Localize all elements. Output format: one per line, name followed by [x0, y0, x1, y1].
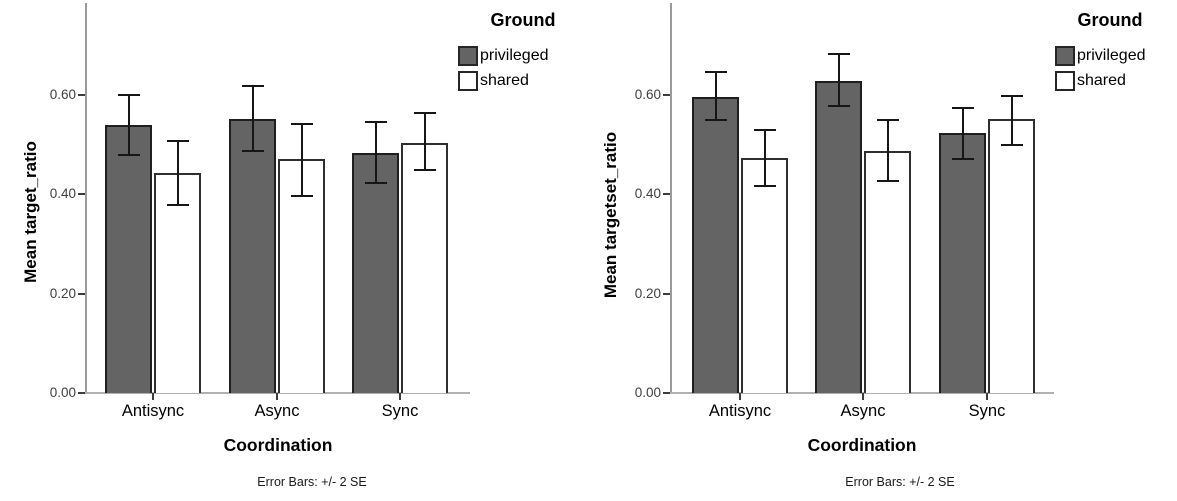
left-y-tick — [78, 94, 85, 96]
error-bar-privileged-async — [827, 52, 850, 108]
left-legend-swatch-shared — [458, 71, 478, 91]
right-legend-label-shared: shared — [1077, 72, 1126, 89]
right-y-tick-label: 0.40 — [634, 186, 661, 201]
left-x-tick — [152, 393, 154, 400]
left-footnote: Error Bars: +/- 2 SE — [257, 475, 367, 489]
left-y-tick-label: 0.60 — [49, 87, 76, 102]
right-x-tick — [986, 393, 988, 400]
error-bar-cap — [290, 194, 313, 197]
right-y-tick-label: 0.00 — [634, 385, 661, 400]
right-y-tick — [663, 193, 670, 195]
left-x-tick — [276, 393, 278, 400]
error-bar-stem — [961, 106, 964, 160]
error-bar-cap — [241, 150, 264, 153]
error-bar-cap — [364, 182, 387, 185]
left-category-label-sync: Sync — [381, 402, 419, 420]
right-x-tick — [862, 393, 864, 400]
left-legend-title: Ground — [490, 10, 556, 30]
error-bar-cap — [413, 168, 436, 171]
right-y-tick — [663, 392, 670, 394]
right-y-tick-label: 0.60 — [634, 87, 661, 102]
bar-shared-sync — [401, 142, 448, 393]
error-bar-stem — [423, 111, 426, 171]
error-bar-shared-antisync — [166, 139, 189, 206]
right-footnote: Error Bars: +/- 2 SE — [845, 475, 955, 489]
left-y-tick — [78, 293, 85, 295]
error-bar-stem — [1010, 94, 1013, 146]
left-chart-panel: Mean target_ratio 0.00 0.20 0.40 0.60 An… — [0, 0, 588, 501]
error-bar-cap — [827, 105, 850, 108]
right-legend-title: Ground — [1077, 10, 1143, 30]
error-bar-cap — [951, 157, 974, 160]
bar-privileged-antisync — [105, 125, 152, 393]
error-bar-stem — [176, 139, 179, 206]
error-bar-stem — [714, 70, 717, 122]
right-y-axis-line — [670, 3, 672, 393]
left-x-axis-title: Coordination — [223, 435, 333, 455]
bar-privileged-async — [229, 119, 276, 393]
error-bar-shared-sync — [413, 111, 436, 171]
error-bar-stem — [763, 129, 766, 187]
error-bar-cap — [117, 154, 140, 157]
error-bar-privileged-sync — [951, 106, 974, 160]
left-legend-label-privileged: privileged — [480, 47, 549, 64]
error-bar-stem — [886, 119, 889, 182]
right-legend-label-privileged: privileged — [1077, 47, 1146, 64]
left-category-label-async: Async — [254, 402, 300, 420]
left-y-axis-line — [85, 3, 87, 393]
bar-shared-antisync — [154, 173, 201, 393]
bar-privileged-sync — [352, 153, 399, 393]
right-y-tick — [663, 94, 670, 96]
bar-shared-antisync — [741, 157, 788, 393]
error-bar-cap — [704, 119, 727, 122]
error-bar-shared-sync — [1000, 94, 1023, 146]
right-category-label-sync: Sync — [968, 402, 1006, 420]
left-x-tick — [399, 393, 401, 400]
left-legend-label-shared: shared — [480, 72, 529, 89]
error-bar-privileged-async — [241, 84, 264, 153]
error-bar-stem — [837, 52, 840, 108]
right-y-tick-label: 0.20 — [634, 286, 661, 301]
error-bar-cap — [166, 203, 189, 206]
bar-privileged-sync — [939, 133, 986, 393]
bar-shared-async — [864, 150, 911, 393]
error-bar-privileged-antisync — [704, 70, 727, 122]
error-bar-stem — [127, 94, 130, 157]
bar-privileged-async — [815, 80, 862, 393]
right-category-label-async: Async — [840, 402, 886, 420]
bar-privileged-antisync — [692, 96, 739, 393]
right-x-axis-title: Coordination — [807, 435, 917, 455]
error-bar-stem — [251, 84, 254, 153]
error-bar-cap — [1000, 143, 1023, 146]
left-y-tick — [78, 392, 85, 394]
right-legend-swatch-privileged — [1055, 46, 1075, 66]
left-y-tick-label: 0.00 — [49, 385, 76, 400]
error-bar-cap — [876, 179, 899, 182]
error-bar-stem — [300, 122, 303, 197]
left-category-label-antisync: Antisync — [121, 402, 185, 420]
error-bar-shared-async — [290, 122, 313, 197]
error-bar-privileged-sync — [364, 121, 387, 185]
bar-shared-sync — [988, 119, 1035, 393]
right-y-tick — [663, 293, 670, 295]
left-y-tick-label: 0.40 — [49, 186, 76, 201]
bar-shared-async — [278, 159, 325, 393]
left-y-tick — [78, 193, 85, 195]
error-bar-stem — [374, 121, 377, 185]
right-y-axis-title: Mean targetset_ratio — [601, 131, 620, 299]
right-category-label-antisync: Antisync — [708, 402, 772, 420]
left-y-tick-label: 0.20 — [49, 286, 76, 301]
left-legend-swatch-privileged — [458, 46, 478, 66]
left-y-axis-title: Mean target_ratio — [21, 141, 40, 283]
right-legend-swatch-shared — [1055, 71, 1075, 91]
right-x-tick — [739, 393, 741, 400]
error-bar-shared-async — [876, 119, 899, 182]
error-bar-shared-antisync — [753, 129, 776, 187]
right-chart-panel: Mean targetset_ratio 0.00 0.20 0.40 0.60… — [588, 0, 1177, 501]
error-bar-cap — [753, 184, 776, 187]
error-bar-privileged-antisync — [117, 94, 140, 157]
